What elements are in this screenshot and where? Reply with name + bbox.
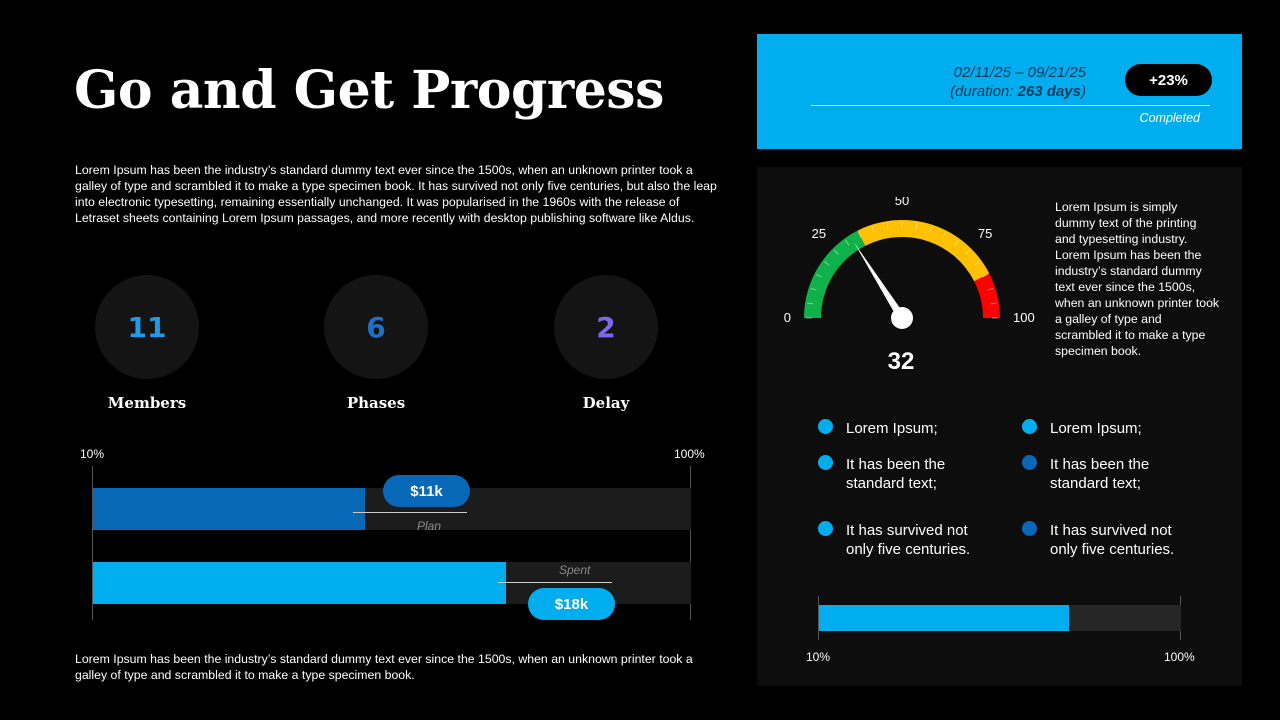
gauge-tick xyxy=(857,232,862,239)
status-text: Completed xyxy=(1139,111,1200,125)
spent-caption: Spent xyxy=(559,563,591,577)
mini-axis-max: 100% xyxy=(1164,650,1195,664)
bullet-dot xyxy=(818,419,833,434)
gauge-tick xyxy=(833,249,839,255)
bullet-right-2: It has been the standard text; xyxy=(1022,455,1182,493)
stat-members-value: 11 xyxy=(95,275,199,379)
gauge-tick xyxy=(981,273,988,278)
gauge-value: 32 xyxy=(887,348,915,375)
date-range-text: 02/11/25 – 09/21/25 xyxy=(953,64,1086,81)
gauge-panel: 0 25 50 75 100 32 Lorem Ipsum is simply dumm… xyxy=(757,167,1242,686)
bullet-left-3: It has survived not only five centuries. xyxy=(818,521,998,559)
plan-bar-track xyxy=(93,488,691,530)
gauge-tick xyxy=(886,223,889,230)
stat-phases-label: Phases xyxy=(346,394,406,412)
bullet-left-2: It has been the standard text; xyxy=(818,455,978,493)
gauge-tick xyxy=(974,261,980,266)
bullet-dot xyxy=(818,521,833,536)
gauge-tick-label-75: 75 xyxy=(978,226,992,241)
mini-progress-track xyxy=(819,605,1181,631)
gauge-tick xyxy=(816,273,823,278)
bullet-dot xyxy=(1022,521,1037,536)
plan-value-badge: $11k xyxy=(383,475,470,507)
gauge-description: Lorem Ipsum is simply dummy text of the … xyxy=(1055,200,1220,358)
duration-value: 263 days xyxy=(1017,83,1081,100)
gauge-needle xyxy=(853,242,906,321)
plan-bar-fill xyxy=(93,488,366,530)
gauge-tick xyxy=(942,232,947,239)
date-range-panel: 02/11/25 – 09/21/25 (duration: 263 days)… xyxy=(757,34,1242,149)
budget-axis-min: 10% xyxy=(80,447,105,461)
bullet-left-1: Lorem Ipsum; xyxy=(818,419,998,438)
plan-connector-line xyxy=(353,512,467,513)
change-percent-badge: +23% xyxy=(1125,64,1212,96)
stat-members-label: Members xyxy=(107,394,187,412)
spent-bar-fill xyxy=(93,562,506,604)
bullet-dot xyxy=(1022,455,1037,470)
gauge-tick-label-50: 50 xyxy=(895,197,909,208)
duration-text: (duration: 263 days) xyxy=(950,83,1086,100)
gauge-tick-label-100: 100 xyxy=(1013,310,1035,325)
gauge-segment-2 xyxy=(857,220,990,282)
mini-axis-left-line xyxy=(818,596,819,640)
gauge-tick xyxy=(807,302,814,305)
gauge-tick-label-25: 25 xyxy=(812,226,826,241)
gauge-tick-label-0: 0 xyxy=(784,310,791,325)
budget-axis-max: 100% xyxy=(674,447,705,461)
bullet-right-3: It has survived not only five centuries. xyxy=(1022,521,1202,559)
gauge-tick xyxy=(965,249,971,255)
gauge-tick xyxy=(810,287,817,291)
page-title: Go and Get Progress xyxy=(74,60,664,121)
footer-paragraph: Lorem Ipsum has been the industry’s stan… xyxy=(75,652,693,682)
gauge-tick xyxy=(871,226,875,233)
gauge-segment-1 xyxy=(804,230,866,318)
budget-axis-left-line xyxy=(92,466,93,620)
gauge-tick xyxy=(824,261,830,266)
mini-progress-fill xyxy=(819,605,1069,631)
mini-axis-min: 10% xyxy=(806,650,831,664)
gauge-tick xyxy=(915,223,918,230)
stat-delay-label: Delay xyxy=(582,394,630,412)
gauge-tick xyxy=(929,226,933,233)
gauge-chart: 0 25 50 75 100 xyxy=(784,197,1035,329)
date-divider xyxy=(811,105,1210,106)
stat-delay-value: 2 xyxy=(554,275,658,379)
gauge-needle-hub xyxy=(891,307,913,329)
gauge-segment-3 xyxy=(974,273,1000,318)
spent-connector-line xyxy=(498,582,612,583)
gauge-tick xyxy=(990,302,997,305)
bullet-dot xyxy=(1022,419,1037,434)
stat-phases-value: 6 xyxy=(324,275,428,379)
bullet-right-1: Lorem Ipsum; xyxy=(1022,419,1202,438)
intro-paragraph: Lorem Ipsum has been the industry’s stan… xyxy=(75,163,717,225)
bullet-dot xyxy=(818,455,833,470)
gauge-tick xyxy=(845,240,850,246)
plan-caption: Plan xyxy=(417,519,442,533)
gauge-tick xyxy=(954,240,959,246)
budget-axis-right-line xyxy=(690,466,691,620)
spent-value-badge: $18k xyxy=(528,588,615,620)
gauge-tick xyxy=(987,287,994,291)
spent-bar-track xyxy=(93,562,691,604)
